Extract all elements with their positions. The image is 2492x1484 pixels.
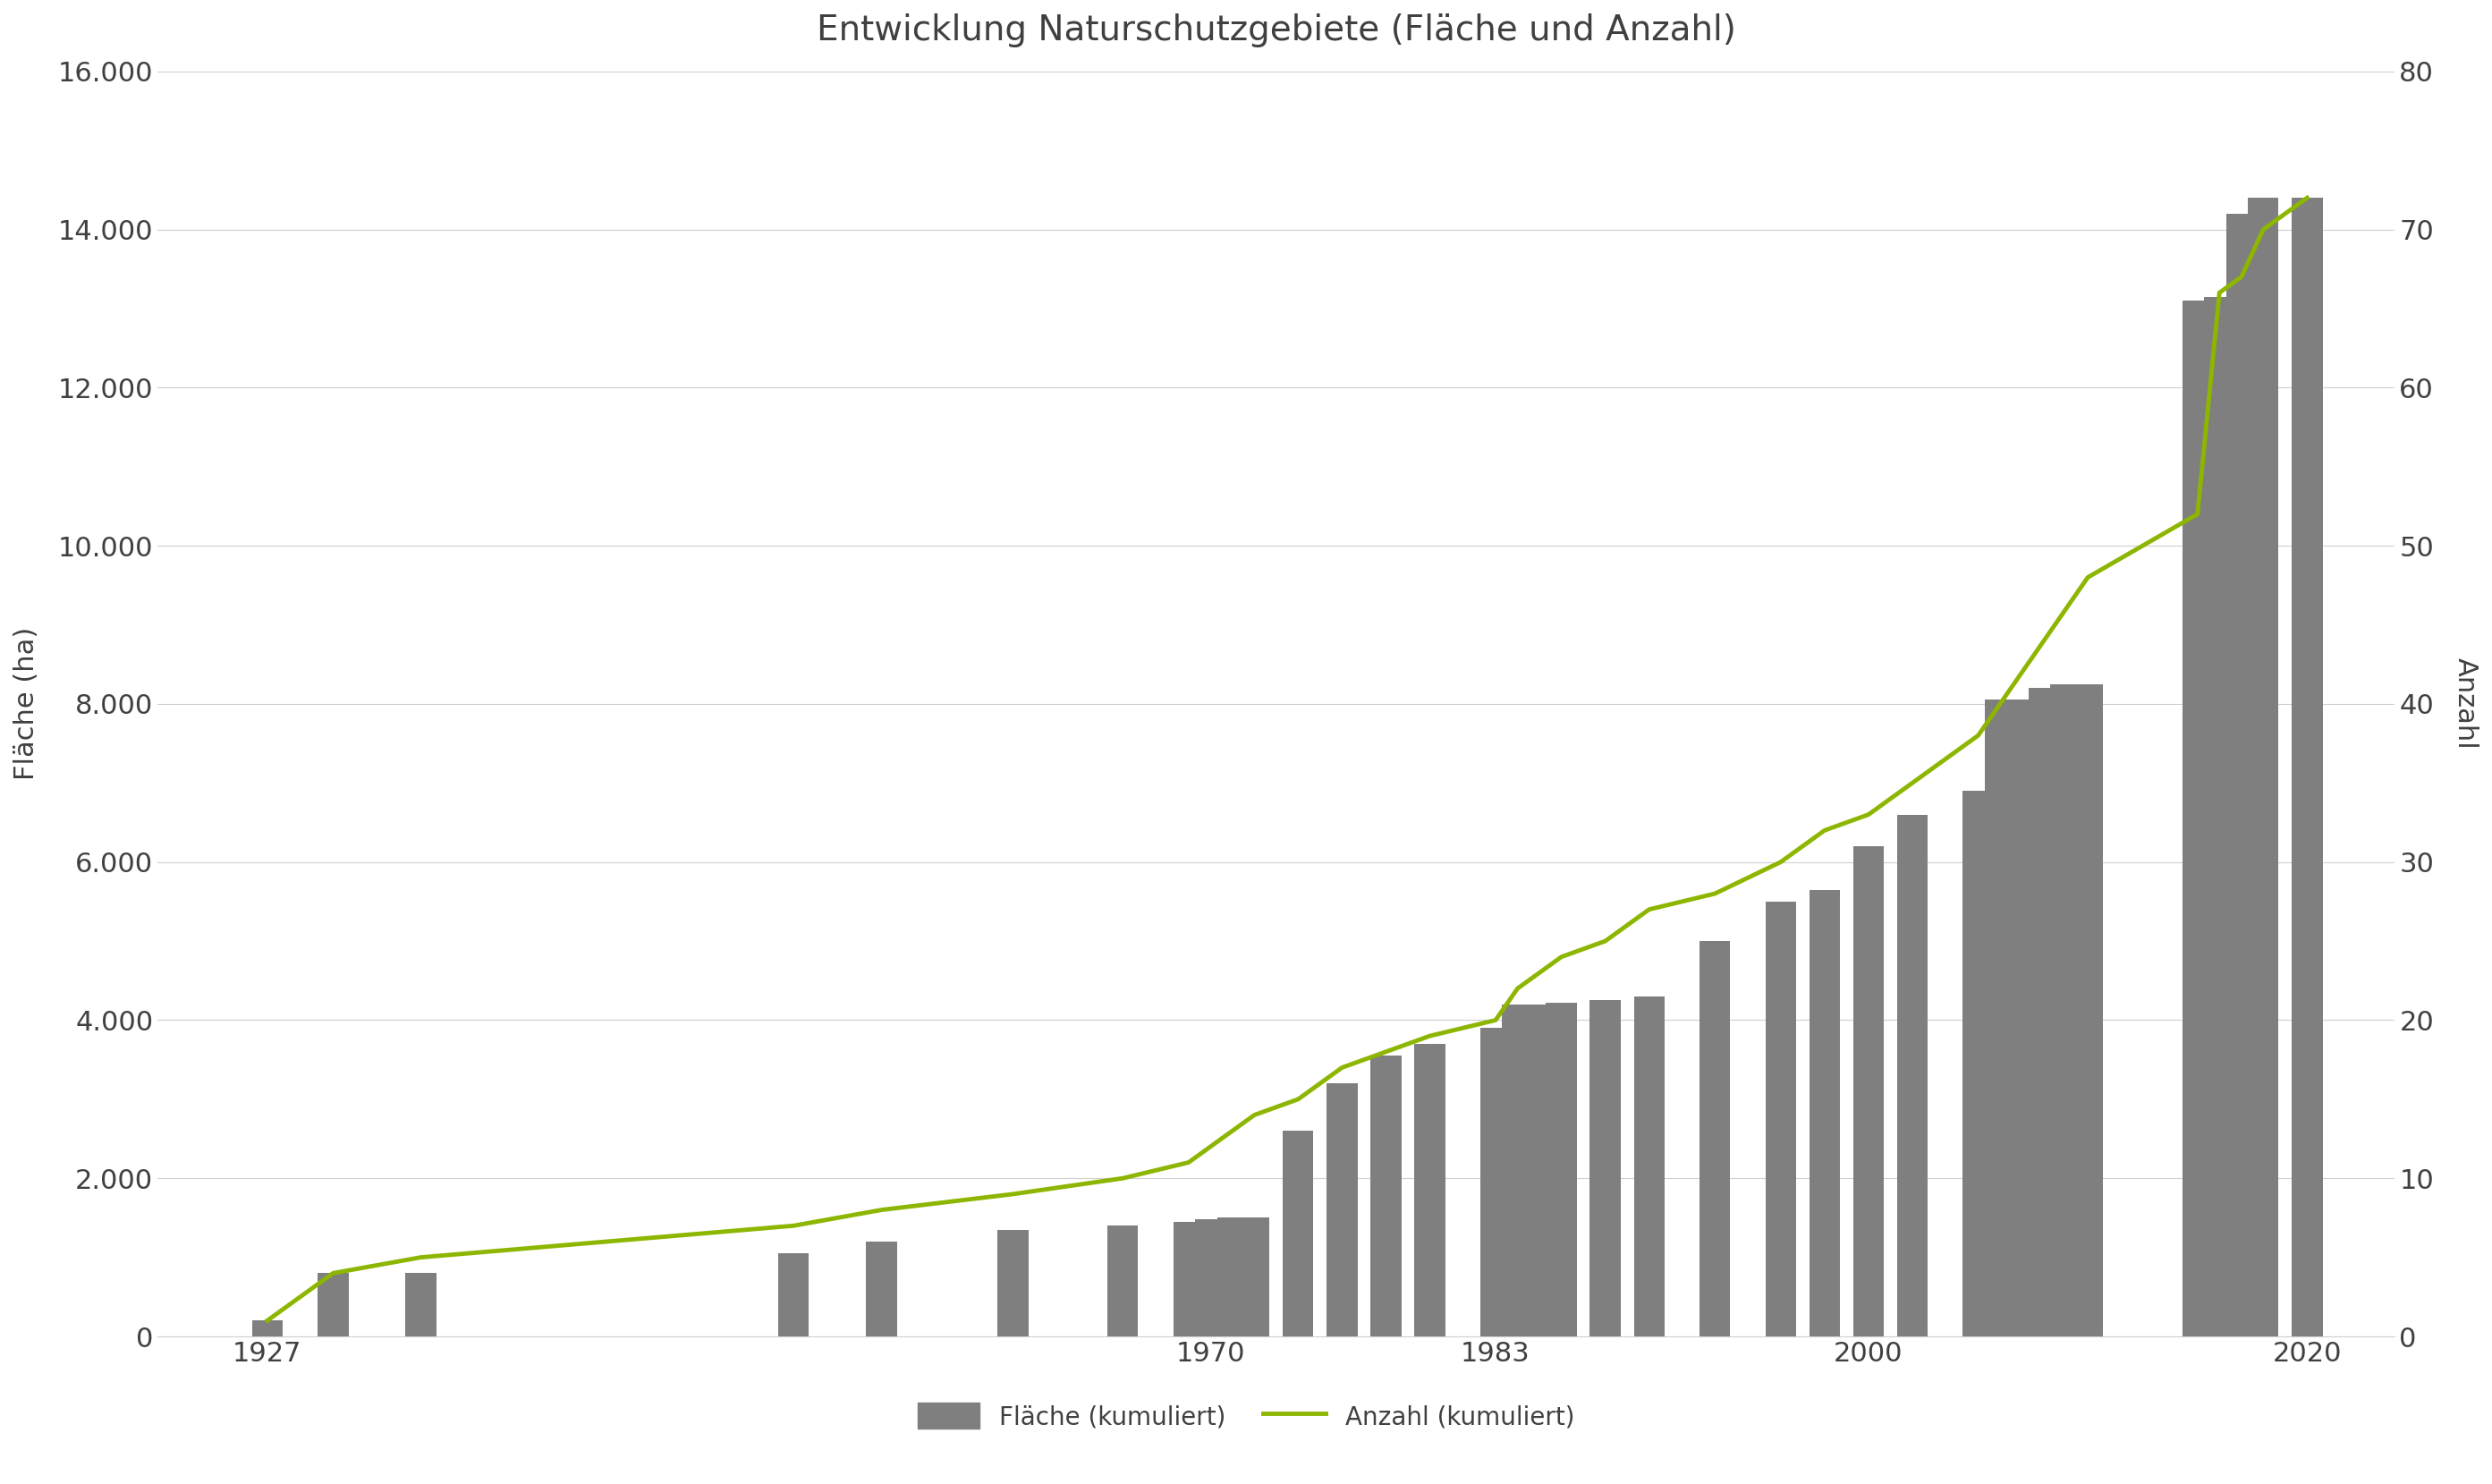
Bar	[2203, 297, 2235, 1337]
Bar	[2028, 689, 2058, 1337]
Bar	[316, 1273, 349, 1337]
Y-axis label: Anzahl: Anzahl	[2452, 657, 2480, 749]
Bar	[406, 1273, 436, 1337]
Bar	[1216, 1218, 1248, 1337]
Bar	[1545, 1003, 1577, 1337]
Bar	[778, 1254, 810, 1337]
Bar	[1635, 996, 1665, 1337]
Bar	[1283, 1131, 1313, 1337]
Bar	[997, 1230, 1029, 1337]
Bar	[1326, 1083, 1358, 1337]
Bar	[1896, 815, 1929, 1337]
Bar	[1964, 791, 1994, 1337]
Legend: Fläche (kumuliert), Anzahl (kumuliert): Fläche (kumuliert), Anzahl (kumuliert)	[905, 1391, 1587, 1442]
Bar	[2225, 214, 2258, 1337]
Bar	[1854, 846, 1884, 1337]
Bar	[2006, 699, 2038, 1337]
Bar	[1371, 1055, 1401, 1337]
Bar	[1809, 890, 1839, 1337]
Bar	[1174, 1221, 1204, 1337]
Bar	[1415, 1043, 1445, 1337]
Bar	[1984, 700, 2016, 1337]
Bar	[1700, 941, 1729, 1337]
Bar	[2051, 684, 2081, 1337]
Bar	[2248, 197, 2278, 1337]
Bar	[1239, 1218, 1268, 1337]
Bar	[1503, 1005, 1533, 1337]
Bar	[1480, 1028, 1510, 1337]
Bar	[1525, 1005, 1555, 1337]
Bar	[252, 1321, 282, 1337]
Bar	[2073, 684, 2103, 1337]
Bar	[1196, 1220, 1226, 1337]
Bar	[1590, 1000, 1620, 1337]
Bar	[2293, 197, 2323, 1337]
Bar	[2183, 301, 2213, 1337]
Title: Entwicklung Naturschutzgebiete (Fläche und Anzahl): Entwicklung Naturschutzgebiete (Fläche u…	[817, 13, 1737, 47]
Bar	[867, 1242, 897, 1337]
Bar	[1764, 902, 1797, 1337]
Y-axis label: Fläche (ha): Fläche (ha)	[12, 628, 40, 781]
Bar	[1106, 1226, 1139, 1337]
